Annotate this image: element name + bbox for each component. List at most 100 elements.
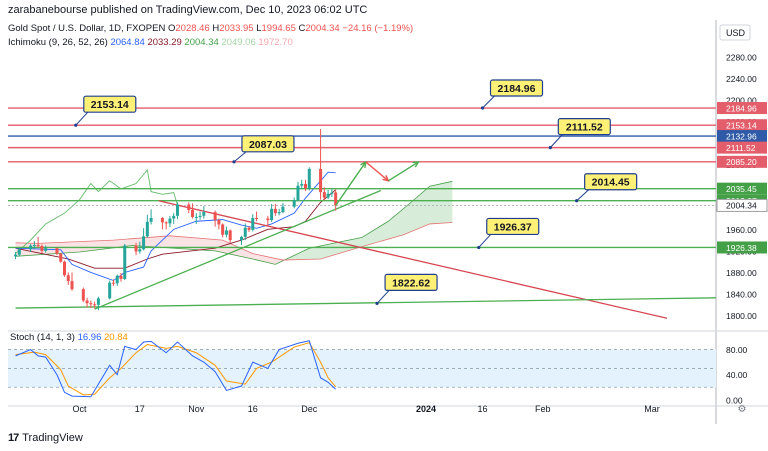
price-axis-tag <box>717 155 767 168</box>
candle-body <box>138 249 142 252</box>
candle-body <box>243 227 247 237</box>
price-axis-tag <box>717 130 767 143</box>
ichimoku-readout: Ichimoku (9, 26, 52, 26) 2064.84 2033.29… <box>8 37 293 48</box>
stoch-tick-label: 0.00 <box>726 395 743 405</box>
price-axis-tag <box>716 198 768 212</box>
candle-body <box>251 218 255 230</box>
close-value: 2004.34 <box>305 23 342 34</box>
candle-body <box>228 230 232 241</box>
candle-body <box>175 204 179 216</box>
ichimoku-value: 2064.84 <box>110 37 147 48</box>
tradingview-logo-icon: 17 <box>8 432 19 444</box>
callout-anchor <box>232 160 236 164</box>
price-tick-label: 1960.00 <box>726 225 757 235</box>
callout-label: 2184.96 <box>498 83 536 95</box>
candle-body <box>273 208 277 214</box>
candle-body <box>149 218 153 222</box>
candle-body <box>66 275 70 282</box>
time-tick-label: Oct <box>73 404 88 414</box>
price-axis-tag-label: 2035.45 <box>726 184 757 194</box>
time-tick-label: Feb <box>535 404 551 414</box>
candle-body <box>292 200 296 207</box>
projection-arrowhead <box>412 161 420 168</box>
candle-body <box>322 192 326 198</box>
stoch-k-value: 16.96 <box>78 332 104 343</box>
candle-body <box>32 244 36 246</box>
price-axis-tag-label: 2004.34 <box>726 201 757 211</box>
candle-body <box>145 221 149 237</box>
callout-anchor <box>575 199 579 203</box>
callout-pointer <box>576 189 589 202</box>
candle-body <box>96 298 100 305</box>
candle-body <box>198 215 202 217</box>
chart-canvas[interactable]: Gold Spot / U.S. Dollar, 1D, FXOPEN O 202… <box>0 20 768 430</box>
stoch-tick-label: 80.00 <box>726 345 748 355</box>
price-tick-label: 2240.00 <box>726 74 757 84</box>
candle-body <box>187 204 191 210</box>
callout-pointer <box>376 290 390 304</box>
candle-body <box>191 209 195 217</box>
candle-body <box>59 253 63 262</box>
change-value: −24.16 (−1.19%) <box>342 23 413 34</box>
price-axis-tag <box>717 119 767 132</box>
candle-body <box>221 224 225 235</box>
callout-label: 2111.52 <box>566 122 603 134</box>
ichimoku-cloud <box>286 181 453 260</box>
price-axis-tag-label: 2184.96 <box>726 103 757 113</box>
high-value: 2033.95 <box>219 23 256 34</box>
projection-arrow <box>387 161 419 182</box>
candle-body <box>194 216 198 218</box>
legend-block: Gold Spot / U.S. Dollar, 1D, FXOPEN O202… <box>8 23 413 48</box>
price-tick-label: 1840.00 <box>726 290 757 300</box>
price-axis-tag-label: 2153.14 <box>726 120 757 130</box>
candle-body <box>239 236 243 241</box>
open-label: O <box>168 23 175 34</box>
candle-body <box>296 185 300 201</box>
candle-body <box>123 245 127 279</box>
callout-anchor <box>480 106 485 110</box>
candle-body <box>304 184 308 189</box>
senkou-span-b-line <box>15 222 453 261</box>
series-title: Gold Spot / U.S. Dollar, 1D, FXOPEN <box>8 23 168 34</box>
candle-body <box>62 261 66 276</box>
candle-body <box>164 222 168 224</box>
candle-body <box>93 304 97 306</box>
callout-box <box>241 135 295 153</box>
candle-body <box>70 281 74 290</box>
projection-arrow <box>365 161 389 182</box>
callout-box <box>83 95 137 113</box>
currency-box <box>719 24 751 41</box>
publisher-line: zarabanebourse published on TradingView.… <box>8 4 368 16</box>
callout-label: 1822.62 <box>392 277 430 289</box>
price-axis-tag <box>717 141 767 154</box>
settings-gear-icon[interactable]: ⚙ <box>738 404 747 415</box>
ohlc-readout: Gold Spot / U.S. Dollar, 1D, FXOPEN O202… <box>8 23 413 34</box>
price-axis-tag <box>717 241 767 254</box>
callout-box <box>557 118 611 136</box>
callout-pointer <box>478 234 492 248</box>
time-tick-label: 17 <box>135 404 145 414</box>
candle-body <box>55 248 59 254</box>
time-tick-label: 2024 <box>416 404 436 414</box>
ichimoku-value: 2004.34 <box>184 37 221 48</box>
callout-anchor <box>477 245 481 250</box>
candle-body <box>172 215 176 219</box>
candle-body <box>266 218 270 221</box>
callout-pointer <box>233 151 247 163</box>
candle-body <box>108 282 112 299</box>
callout-label: 2014.45 <box>592 177 630 189</box>
callout-anchor <box>548 146 552 150</box>
candle-body <box>44 248 48 251</box>
candle-body <box>160 218 164 223</box>
candle-body <box>36 244 40 247</box>
candle-body <box>14 254 18 257</box>
ichimoku-label: Ichimoku (9, 26, 52, 26) <box>8 37 110 48</box>
price-tick-label: 1880.00 <box>726 268 757 278</box>
candle-body <box>142 236 146 250</box>
ichimoku-value: 2049.06 <box>221 37 258 48</box>
candle-body <box>255 218 259 220</box>
callout-box <box>489 79 544 97</box>
time-tick-label: 16 <box>248 404 258 414</box>
close-label: C <box>299 23 306 34</box>
candle-body <box>81 289 85 301</box>
